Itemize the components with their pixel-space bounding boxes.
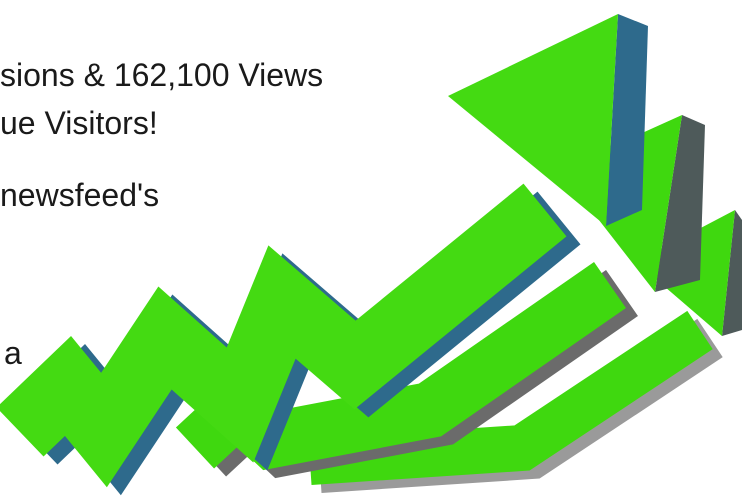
arrow-front	[0, 14, 648, 496]
text-block: sions & 162,100 Views ue Visitors! newsf…	[0, 57, 323, 371]
text-line: a	[4, 335, 22, 371]
text-line: sions & 162,100 Views	[0, 57, 323, 93]
text-line: ue Visitors!	[0, 105, 158, 141]
text-line: newsfeed's	[0, 177, 159, 213]
arrows	[0, 14, 742, 496]
